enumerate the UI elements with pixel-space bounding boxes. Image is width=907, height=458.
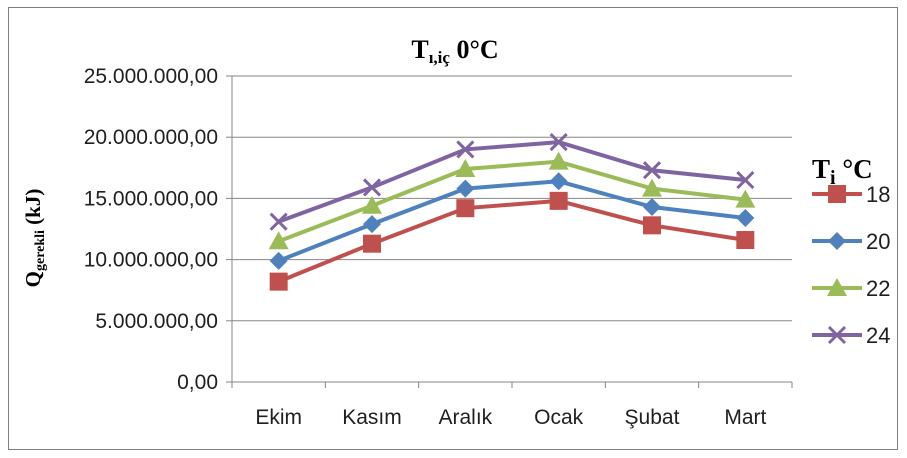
legend: 18 20 22 24 — [812, 182, 890, 348]
x-tick-label: Kasım — [342, 406, 402, 429]
chart-title: Tı,iç 0°C — [411, 35, 498, 67]
data-point-20 — [550, 172, 568, 190]
data-point-18 — [456, 199, 474, 217]
data-point-18 — [270, 273, 288, 291]
data-point-20 — [643, 198, 661, 216]
legend-label-24: 24 — [866, 323, 890, 348]
legend-marker-18 — [828, 185, 846, 203]
data-point-20 — [270, 252, 288, 270]
data-point-20 — [736, 209, 754, 227]
data-point-18 — [550, 192, 568, 210]
y-tick-label: 5.000.000,00 — [95, 310, 218, 333]
y-tick-label: 20.000.000,00 — [84, 126, 218, 149]
y-tick-labels: 0,00 5.000.000,00 10.000.000,00 15.000.000,… — [84, 65, 218, 394]
legend-marker-20 — [828, 232, 846, 250]
legend-label-22: 22 — [866, 276, 890, 301]
y-tick-label: 10.000.000,00 — [84, 249, 218, 272]
series-group — [269, 134, 756, 291]
y-tick-label: 15.000.000,00 — [84, 187, 218, 210]
y-axis-label: Qgerekli (kJ) — [21, 189, 48, 288]
gridlines — [232, 76, 792, 321]
data-point-18 — [736, 231, 754, 249]
data-point-18 — [363, 235, 381, 253]
x-tick-label: Mart — [724, 406, 766, 429]
data-point-18 — [643, 216, 661, 234]
data-point-20 — [456, 180, 474, 198]
legend-title: Ti °C — [812, 154, 873, 189]
data-point-20 — [363, 215, 381, 233]
y-tick-label: 25.000.000,00 — [84, 65, 218, 88]
x-tick-label: Aralık — [438, 406, 492, 429]
legend-label-20: 20 — [866, 229, 890, 254]
x-tick-label: Ocak — [534, 406, 584, 429]
y-tick-label: 0,00 — [177, 371, 218, 394]
x-tick-labels: Ekim Kasım Aralık Ocak Şubat Mart — [255, 406, 766, 429]
x-tick-label: Şubat — [625, 406, 680, 429]
x-tick-label: Ekim — [255, 406, 302, 429]
legend-label-18: 18 — [866, 182, 890, 207]
